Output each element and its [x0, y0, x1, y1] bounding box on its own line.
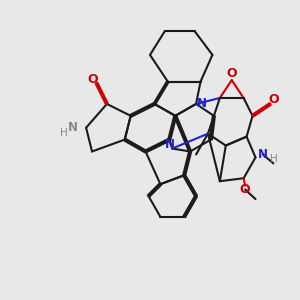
Text: O: O [268, 93, 279, 106]
Text: N: N [165, 138, 175, 151]
Text: O: O [240, 183, 250, 196]
Text: N: N [196, 98, 206, 110]
Text: O: O [226, 67, 237, 80]
Text: H: H [60, 128, 68, 138]
Text: N: N [258, 148, 268, 161]
Text: N: N [68, 121, 78, 134]
Text: O: O [88, 73, 98, 86]
Text: H: H [270, 154, 278, 164]
